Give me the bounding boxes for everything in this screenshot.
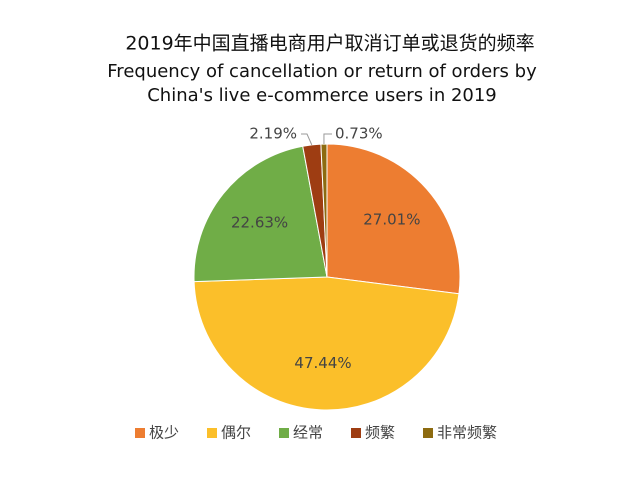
chart-title: 2019年中国直播电商用户取消订单或退货的频率 <box>125 33 534 55</box>
legend-label: 经常 <box>293 424 323 442</box>
data-label: 22.63% <box>231 213 288 231</box>
data-label: 47.44% <box>294 354 351 372</box>
legend-label: 偶尔 <box>221 424 251 442</box>
leader-line <box>323 133 332 145</box>
legend-label: 频繁 <box>365 424 395 442</box>
chart-subtitle: China's live e-commerce users in 2019 <box>147 85 497 106</box>
pie-slice <box>326 143 461 295</box>
legend-swatch <box>351 428 361 438</box>
data-label: 27.01% <box>363 210 420 228</box>
legend-swatch <box>207 428 217 438</box>
legend-swatch <box>135 428 145 438</box>
data-label: 2.19% <box>249 125 297 143</box>
data-label: 0.73% <box>335 125 383 143</box>
pie-slice <box>320 143 328 278</box>
leader-line <box>301 133 313 146</box>
legend-swatch <box>423 428 433 438</box>
legend-label: 非常频繁 <box>437 424 497 442</box>
legend-label: 极少 <box>149 424 179 442</box>
legend-swatch <box>279 428 289 438</box>
chart-subtitle: Frequency of cancellation or return of o… <box>107 61 537 82</box>
pie-slice <box>193 276 460 411</box>
pie-slice <box>193 145 328 283</box>
